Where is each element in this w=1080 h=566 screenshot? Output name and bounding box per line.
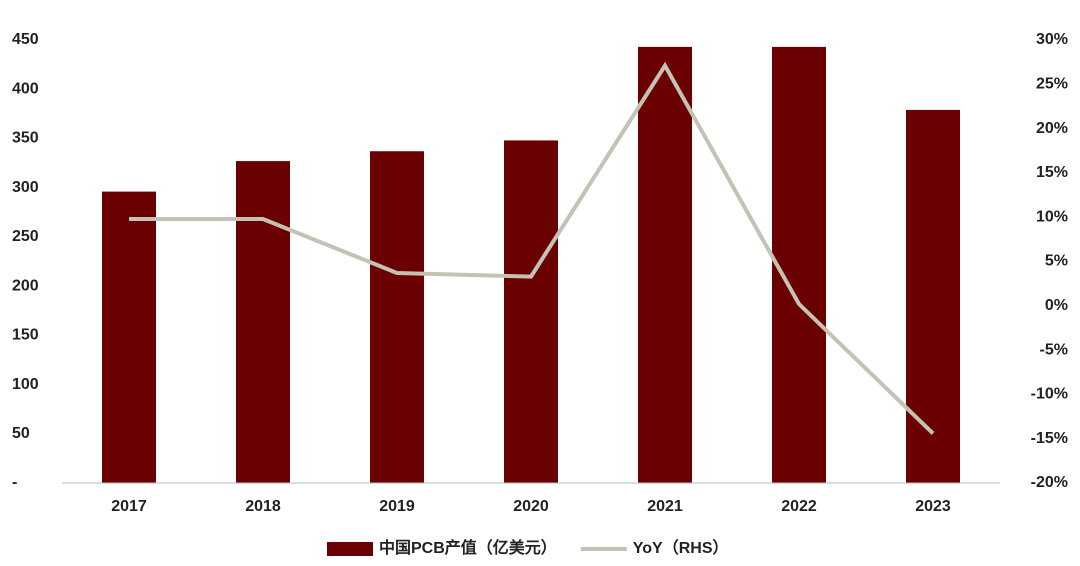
y2-tick-label: -5%: [1040, 341, 1068, 358]
x-tick-label: 2022: [781, 498, 817, 515]
legend-label: 中国PCB产值（亿美元）: [379, 538, 557, 557]
bar: [102, 191, 156, 484]
x-tick-label: 2019: [379, 498, 415, 515]
y-tick-label: 250: [12, 228, 39, 245]
y2-tick-label: 15%: [1036, 164, 1068, 181]
y-tick-label: 350: [12, 130, 39, 147]
y2-tick-label: -15%: [1031, 430, 1068, 447]
y-tick-label: 100: [12, 376, 39, 393]
y-tick-label: 300: [12, 179, 39, 196]
legend-swatch: [327, 542, 373, 556]
y2-tick-label: 25%: [1036, 76, 1068, 93]
bar: [906, 109, 960, 483]
y2-tick-label: 20%: [1036, 120, 1068, 137]
y2-tick-label: 10%: [1036, 208, 1068, 225]
x-tick-label: 2021: [647, 498, 683, 515]
legend-label: YoY（RHS）: [633, 539, 729, 557]
bar: [772, 46, 826, 483]
bar: [504, 140, 558, 483]
bar: [236, 161, 290, 483]
y2-tick-label: 0%: [1045, 297, 1068, 314]
bar: [638, 46, 692, 483]
x-tick-label: 2018: [245, 498, 281, 515]
y-tick-label: -: [12, 474, 17, 491]
y-tick-label: 150: [12, 327, 39, 344]
y2-tick-label: 30%: [1036, 31, 1068, 48]
y-tick-label: 400: [12, 80, 39, 97]
y2-tick-label: -10%: [1031, 386, 1068, 403]
y-tick-label: 200: [12, 277, 39, 294]
y-tick-label: 50: [12, 425, 30, 442]
x-tick-label: 2017: [111, 498, 147, 515]
bar: [370, 151, 424, 483]
y2-tick-label: 5%: [1045, 253, 1068, 270]
x-tick-label: 2023: [915, 498, 951, 515]
line: [129, 61, 935, 435]
x-tick-label: 2020: [513, 498, 549, 515]
y-tick-label: 450: [12, 31, 39, 48]
y2-tick-label: -20%: [1031, 474, 1068, 491]
